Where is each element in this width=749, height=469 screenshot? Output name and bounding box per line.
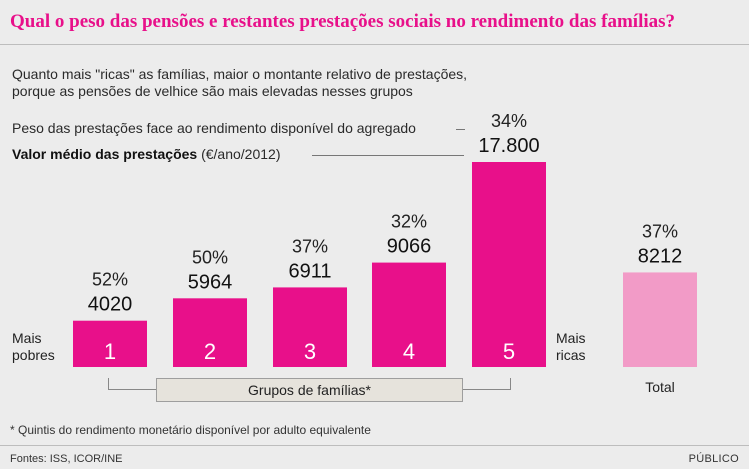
- percentage-label: 37%: [642, 221, 678, 241]
- axis-left-label: Mais pobres: [12, 330, 55, 364]
- chart-subtitle: Quanto mais "ricas" as famílias, maior o…: [12, 66, 467, 100]
- publisher-brand: PÚBLICO: [688, 453, 739, 465]
- legend-percentage-label: Peso das prestações face ao rendimento d…: [12, 120, 416, 136]
- chart-title: Qual o peso das pensões e restantes pres…: [10, 11, 676, 32]
- category-label: 4: [403, 339, 415, 364]
- bottom-divider: [0, 445, 749, 446]
- bar-2: [173, 298, 247, 367]
- value-label: 5964: [188, 271, 233, 293]
- footnote: * Quintis do rendimento monetário dispon…: [10, 423, 371, 437]
- legend-value-bold: Valor médio das prestações: [12, 146, 198, 162]
- value-label: 9066: [387, 236, 432, 258]
- category-label: 3: [304, 339, 316, 364]
- total-label: Total: [645, 379, 675, 395]
- subtitle-line-1: Quanto mais "ricas" as famílias, maior o…: [12, 66, 468, 82]
- value-label: 4020: [88, 294, 133, 316]
- bar-5: [472, 162, 546, 367]
- bar-total: [623, 272, 697, 367]
- value-label: 8212: [638, 245, 683, 267]
- percentage-label: 37%: [292, 236, 328, 256]
- bar-4: [372, 262, 446, 367]
- axis-left-label-line-2: pobres: [12, 347, 55, 363]
- source-credit: Fontes: ISS, ICOR/INE: [10, 453, 123, 465]
- legend-value-leader: [312, 155, 464, 156]
- group-label: Grupos de famílias*: [156, 378, 463, 402]
- value-label: 17.800: [478, 135, 539, 157]
- percentage-label: 50%: [192, 247, 228, 267]
- legend-percentage-leader: [456, 129, 465, 130]
- top-divider: [0, 44, 749, 45]
- subtitle-line-2: porque as pensões de velhice são mais el…: [12, 83, 413, 99]
- percentage-label: 52%: [92, 270, 128, 290]
- axis-right-label-line-2: ricas: [556, 347, 586, 363]
- legend-value-unit: (€/ano/2012): [197, 146, 281, 162]
- category-label: 5: [503, 339, 515, 364]
- axis-left-label-line-1: Mais: [12, 330, 42, 346]
- value-label: 6911: [288, 260, 331, 282]
- bar-3: [273, 287, 347, 367]
- legend-value-label: Valor médio das prestações (€/ano/2012): [12, 146, 281, 162]
- percentage-label: 34%: [491, 111, 527, 131]
- category-label: 1: [104, 339, 116, 364]
- percentage-label: 32%: [391, 212, 427, 232]
- axis-right-label-line-1: Mais: [556, 330, 586, 346]
- category-label: 2: [204, 339, 216, 364]
- bar-1: [73, 320, 147, 367]
- axis-right-label: Mais ricas: [556, 330, 586, 364]
